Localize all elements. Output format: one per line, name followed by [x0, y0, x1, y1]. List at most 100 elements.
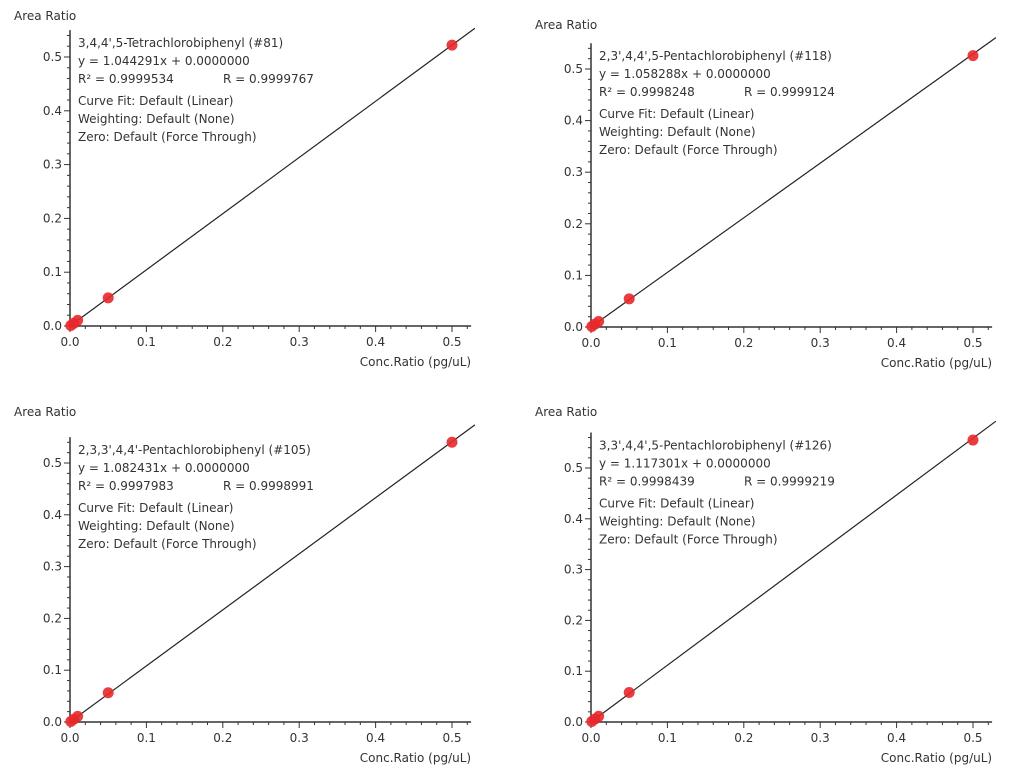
y-tick-label: 0.2: [564, 217, 583, 231]
r2-value: R² = 0.9999534: [78, 72, 174, 86]
equation: y = 1.117301x + 0.0000000: [599, 456, 771, 470]
r2-value: R² = 0.9998439: [599, 474, 695, 488]
x-tick-label: 0.4: [887, 731, 906, 745]
regression-line: [590, 420, 997, 723]
weighting: Weighting: Default (None): [599, 514, 756, 528]
weighting: Weighting: Default (None): [78, 112, 235, 126]
x-tick-label: 0.2: [734, 336, 753, 350]
data-point: [593, 316, 605, 328]
y-tick-label: 0.0: [43, 715, 62, 729]
zero-setting: Zero: Default (Force Through): [78, 130, 257, 144]
data-point: [72, 710, 84, 722]
zero-setting: Zero: Default (Force Through): [599, 143, 778, 157]
x-tick-label: 0.5: [963, 336, 982, 350]
y-tick-label: 0.2: [43, 611, 62, 625]
x-tick-label: 0.5: [442, 731, 461, 745]
regression-line: [69, 27, 476, 327]
curve-fit: Curve Fit: Default (Linear): [599, 496, 754, 510]
data-point: [446, 436, 458, 448]
equation: y = 1.044291x + 0.0000000: [78, 54, 250, 68]
regression-line: [69, 424, 476, 723]
y-tick-label: 0.3: [564, 165, 583, 179]
y-tick-label: 0.3: [43, 158, 62, 172]
curve-fit: Curve Fit: Default (Linear): [78, 501, 233, 515]
x-tick-label: 0.2: [213, 335, 232, 349]
x-tick-label: 0.4: [887, 336, 906, 350]
chart-title: 2,3',4,4',5-Pentachlorobiphenyl (#118): [599, 49, 832, 63]
y-tick-label: 0.0: [564, 715, 583, 729]
r-value: R = 0.9999767: [223, 72, 314, 86]
y-tick-label: 0.5: [43, 50, 62, 64]
data-point: [593, 710, 605, 722]
r-value: R = 0.9999219: [744, 474, 835, 488]
x-tick-label: 0.1: [658, 336, 677, 350]
x-tick-label: 0.4: [366, 731, 385, 745]
y-tick-label: 0.1: [43, 265, 62, 279]
x-tick-label: 0.1: [658, 731, 677, 745]
y-tick-label: 0.5: [43, 456, 62, 470]
regression-line: [590, 37, 997, 328]
x-tick-label: 0.2: [213, 731, 232, 745]
x-tick-label: 0.3: [811, 731, 830, 745]
y-tick-label: 0.4: [564, 114, 583, 128]
x-tick-label: 0.0: [60, 731, 79, 745]
curve-fit: Curve Fit: Default (Linear): [599, 107, 754, 121]
zero-setting: Zero: Default (Force Through): [78, 537, 257, 551]
zero-setting: Zero: Default (Force Through): [599, 532, 778, 546]
data-point: [623, 687, 635, 699]
data-point: [967, 50, 979, 62]
y-tick-label: 0.4: [43, 508, 62, 522]
data-point: [623, 293, 635, 305]
x-tick-label: 0.0: [60, 335, 79, 349]
chart-panel-1: Area Ratio Conc.Ratio (pg/uL) 0.0 0.1 0.2 0.3…: [14, 9, 476, 369]
chart-panel-2: Area Ratio Conc.Ratio (pg/uL) 0.0 0.1 0.2 0.3…: [535, 18, 997, 370]
chart-title: 3,4,4',5-Tetrachlorobiphenyl (#81): [78, 36, 283, 50]
x-axis-label: Conc.Ratio (pg/uL): [360, 751, 471, 765]
data-point: [72, 314, 84, 326]
x-tick-label: 0.3: [290, 731, 309, 745]
x-axis-label: Conc.Ratio (pg/uL): [360, 355, 471, 369]
x-tick-label: 0.5: [963, 731, 982, 745]
chart-title: 3,3',4,4',5-Pentachlorobiphenyl (#126): [599, 438, 832, 452]
chart-title: 2,3,3',4,4'-Pentachlorobiphenyl (#105): [78, 443, 311, 457]
x-tick-label: 0.2: [734, 731, 753, 745]
chart-panel-3: Area Ratio Conc.Ratio (pg/uL) 0.0 0.1 0.2 0.3…: [14, 405, 476, 765]
y-tick-label: 0.2: [43, 211, 62, 225]
y-axis-label: Area Ratio: [14, 405, 76, 419]
data-point: [446, 39, 458, 51]
y-tick-label: 0.5: [564, 62, 583, 76]
y-tick-label: 0.1: [564, 268, 583, 282]
x-tick-label: 0.1: [137, 731, 156, 745]
x-axis-label: Conc.Ratio (pg/uL): [881, 356, 992, 370]
y-tick-label: 0.4: [43, 104, 62, 118]
y-tick-label: 0.4: [564, 512, 583, 526]
y-tick-label: 0.1: [564, 664, 583, 678]
y-tick-label: 0.2: [564, 613, 583, 627]
x-axis-label: Conc.Ratio (pg/uL): [881, 751, 992, 765]
x-tick-label: 0.3: [811, 336, 830, 350]
y-tick-label: 0.5: [564, 461, 583, 475]
y-tick-label: 0.1: [43, 663, 62, 677]
x-tick-label: 0.4: [366, 335, 385, 349]
chart-panel-4: Area Ratio Conc.Ratio (pg/uL) 0.0 0.1 0.2 0.3…: [535, 405, 997, 765]
x-tick-label: 0.0: [581, 336, 600, 350]
data-point: [967, 434, 979, 446]
x-tick-label: 0.0: [581, 731, 600, 745]
y-tick-label: 0.0: [43, 319, 62, 333]
r2-value: R² = 0.9998248: [599, 85, 695, 99]
y-axis-label: Area Ratio: [535, 18, 597, 32]
x-tick-label: 0.5: [442, 335, 461, 349]
y-tick-label: 0.3: [43, 560, 62, 574]
weighting: Weighting: Default (None): [599, 125, 756, 139]
r-value: R = 0.9998991: [223, 479, 314, 493]
x-tick-label: 0.3: [290, 335, 309, 349]
equation: y = 1.082431x + 0.0000000: [78, 461, 250, 475]
weighting: Weighting: Default (None): [78, 519, 235, 533]
y-tick-label: 0.3: [564, 563, 583, 577]
data-point: [102, 292, 114, 304]
x-tick-label: 0.1: [137, 335, 156, 349]
y-axis-label: Area Ratio: [535, 405, 597, 419]
equation: y = 1.058288x + 0.0000000: [599, 67, 771, 81]
r2-value: R² = 0.9997983: [78, 479, 174, 493]
